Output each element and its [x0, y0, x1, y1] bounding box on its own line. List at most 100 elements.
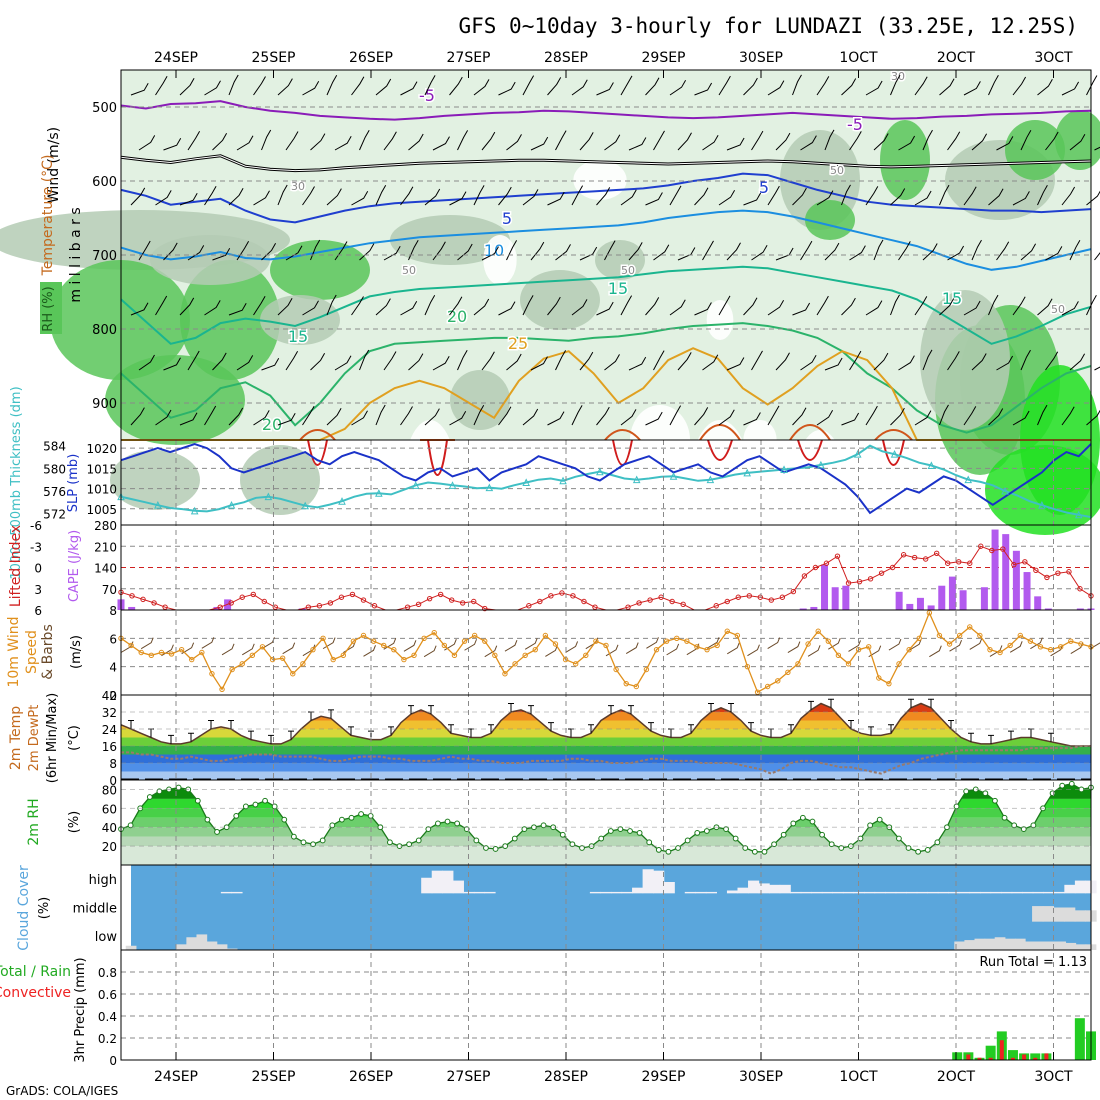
- wind-barb-10m: [767, 637, 781, 650]
- wind-barb: [1086, 75, 1098, 96]
- wind-barb: [506, 240, 518, 261]
- cloud-bar-high: [642, 869, 654, 894]
- cloud-bar-low: [206, 941, 218, 950]
- cloud-bar-high: [589, 891, 602, 894]
- cloud-bar-high: [442, 870, 454, 894]
- wind-barb: [359, 129, 370, 151]
- wind-barb-10m: [807, 645, 821, 657]
- rh-point: [338, 816, 345, 823]
- wind-barb-10m: [282, 642, 296, 655]
- run-total-annotation: Run Total = 1.13: [979, 955, 1087, 970]
- wind-speed-point: [896, 661, 902, 667]
- cloud-bar-high: [969, 891, 981, 894]
- lifted-index-point: [537, 598, 543, 605]
- cloud-bar-low: [125, 945, 137, 950]
- contour-label-2: 5: [759, 178, 769, 197]
- wind-barb: [939, 78, 955, 96]
- wind-barb-10m: [161, 644, 174, 657]
- wind-barb: [873, 133, 889, 151]
- cape-bar: [916, 597, 924, 610]
- wind-barb: [669, 405, 682, 426]
- rh-point: [511, 835, 518, 842]
- precip-convective-bar: [1010, 1057, 1015, 1060]
- wind-barb: [939, 298, 955, 316]
- wind-tick-label: 8: [109, 604, 117, 618]
- wind-barb: [522, 189, 539, 206]
- wind-barb: [310, 239, 321, 261]
- wind-barb-10m: [140, 637, 154, 650]
- wind-barb-10m: [524, 638, 538, 650]
- lifted-index-point: [779, 594, 786, 600]
- wind-barb: [645, 411, 663, 426]
- wind-barb: [179, 412, 198, 426]
- wind-barb: [579, 351, 594, 371]
- wind-barb: [914, 296, 928, 316]
- wind-barb: [653, 350, 665, 371]
- wind-barb: [277, 184, 288, 206]
- wind-barb-10m: [565, 641, 579, 653]
- legend-cape: CAPE (J/kg): [67, 530, 82, 602]
- rh-point: [607, 828, 614, 834]
- wind-barb: [481, 131, 496, 151]
- lifted-index-point: [856, 578, 863, 585]
- cape-tick-label: 70: [102, 583, 117, 597]
- cloud-bar-middle: [1074, 910, 1086, 922]
- cape-bar: [810, 606, 818, 610]
- bottom-date-label: 27SEP: [447, 1069, 491, 1085]
- rh-point: [521, 826, 528, 833]
- wind-barb: [718, 189, 736, 206]
- wind-barb: [816, 295, 829, 316]
- wind-barb: [375, 404, 386, 426]
- cloud-bar-high: [990, 891, 1002, 894]
- cloud-bar-high: [800, 891, 812, 894]
- temp-band: [121, 763, 1091, 772]
- temp-tick-label: 40: [102, 689, 117, 703]
- wind-speed-point: [1047, 646, 1054, 653]
- wind-barb: [988, 408, 1004, 426]
- wind-barb: [498, 301, 516, 316]
- precip-total-bar: [985, 1045, 996, 1060]
- wind-speed-point: [360, 632, 367, 639]
- lifted-index-point: [349, 591, 356, 598]
- wind-barb: [841, 412, 860, 426]
- wind-barb: [228, 302, 247, 316]
- wind-barb: [253, 76, 266, 96]
- rh-band: [121, 846, 1091, 865]
- rh-point: [771, 841, 777, 848]
- cloud-bar-high: [853, 891, 865, 894]
- wind-barb: [375, 184, 387, 206]
- lifted-index-point: [922, 556, 929, 562]
- top-date-label: 27SEP: [447, 50, 491, 66]
- wind-barb: [1069, 133, 1086, 151]
- lifted-index-point: [900, 552, 907, 558]
- wind-barb: [988, 294, 999, 316]
- wind-barb: [726, 137, 745, 151]
- thickness-line: [120, 444, 1092, 519]
- wind-barb: [179, 297, 195, 316]
- top-date-label: 29SEP: [642, 50, 686, 66]
- wind-barb: [302, 300, 319, 316]
- wind-speed-point: [754, 689, 761, 695]
- lifted-index-point: [1022, 559, 1028, 565]
- cloud-bar-high: [705, 891, 718, 894]
- wind-speed-point: [1017, 632, 1023, 639]
- wind-speed-point: [866, 644, 872, 650]
- wind-barb: [873, 239, 884, 261]
- wind-speed-point: [704, 646, 710, 653]
- wind-barb: [155, 190, 172, 206]
- wind-barb: [890, 294, 900, 316]
- wind-barb: [645, 192, 663, 206]
- wind-barb: [653, 244, 670, 261]
- cloud-bar-high: [958, 891, 971, 894]
- wind-speed-point: [936, 632, 943, 639]
- slp-line: [120, 442, 1092, 515]
- cloud-bar-high: [737, 887, 749, 894]
- wind-barb: [155, 295, 168, 316]
- wind-speed-point: [977, 632, 983, 639]
- wind-units: (m/s): [69, 635, 84, 669]
- wind-barb: [506, 353, 522, 371]
- wind-barb: [400, 186, 414, 206]
- wind-speed-point: [663, 638, 670, 644]
- lifted-index-point: [768, 597, 775, 603]
- wind-barb: [359, 349, 370, 371]
